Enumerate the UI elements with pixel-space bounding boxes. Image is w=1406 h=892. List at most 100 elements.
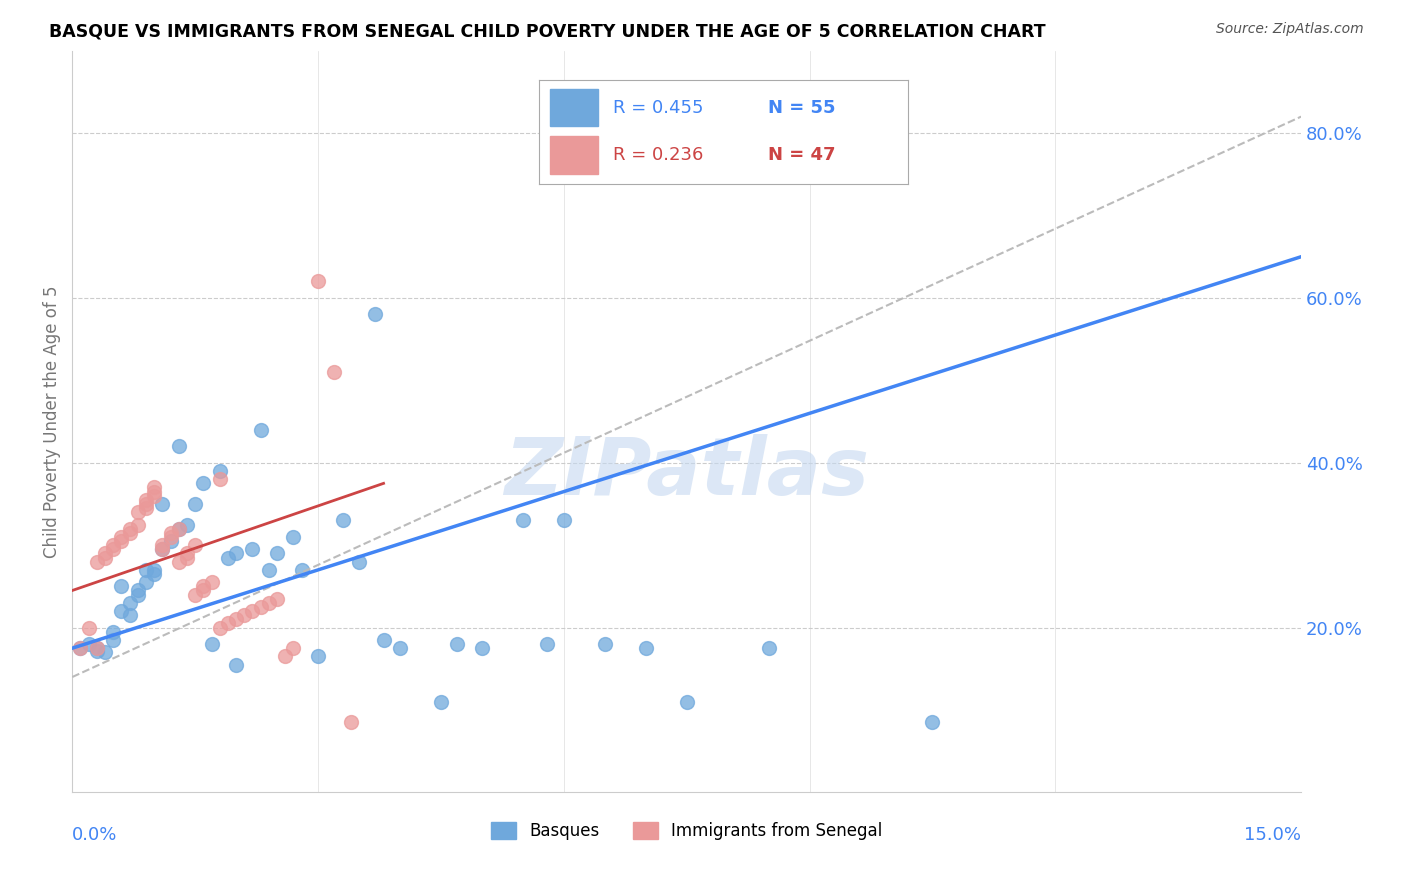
Point — [159, 530, 181, 544]
Point — [167, 439, 190, 453]
Point — [373, 632, 395, 647]
Point — [283, 641, 305, 656]
Point — [332, 513, 354, 527]
Point — [176, 546, 198, 560]
Point — [274, 649, 297, 664]
Point — [323, 365, 346, 379]
Text: BASQUE VS IMMIGRANTS FROM SENEGAL CHILD POVERTY UNDER THE AGE OF 5 CORRELATION C: BASQUE VS IMMIGRANTS FROM SENEGAL CHILD … — [49, 22, 1046, 40]
Text: Source: ZipAtlas.com: Source: ZipAtlas.com — [1216, 22, 1364, 37]
Point — [143, 563, 166, 577]
Point — [150, 542, 173, 557]
Y-axis label: Child Poverty Under the Age of 5: Child Poverty Under the Age of 5 — [44, 285, 60, 558]
Point — [200, 575, 222, 590]
Point — [159, 534, 181, 549]
Point — [150, 497, 173, 511]
Point — [307, 649, 329, 664]
Point — [283, 530, 305, 544]
Point — [86, 641, 108, 656]
Point — [159, 525, 181, 540]
Point — [143, 567, 166, 582]
Point — [86, 641, 108, 656]
Point — [135, 492, 157, 507]
Point — [127, 583, 149, 598]
Point — [77, 621, 100, 635]
Point — [176, 517, 198, 532]
Point — [110, 534, 132, 549]
Point — [257, 563, 280, 577]
Point — [127, 517, 149, 532]
Point — [217, 616, 239, 631]
Point — [69, 641, 91, 656]
Point — [135, 497, 157, 511]
Point — [471, 641, 494, 656]
Point — [249, 599, 271, 614]
Point — [512, 513, 534, 527]
Point — [553, 513, 575, 527]
Point — [225, 657, 247, 672]
Point — [110, 530, 132, 544]
Point — [257, 596, 280, 610]
Point — [208, 621, 231, 635]
Point — [307, 275, 329, 289]
Point — [634, 641, 657, 656]
Point — [127, 588, 149, 602]
Point — [167, 555, 190, 569]
Point — [167, 522, 190, 536]
Point — [193, 583, 215, 598]
Point — [77, 637, 100, 651]
Point — [225, 612, 247, 626]
Point — [242, 604, 264, 618]
Text: ZIPatlas: ZIPatlas — [505, 434, 869, 513]
Text: 15.0%: 15.0% — [1244, 826, 1301, 844]
Point — [110, 579, 132, 593]
Point — [143, 480, 166, 494]
Point — [103, 624, 125, 639]
Legend: Basques, Immigrants from Senegal: Basques, Immigrants from Senegal — [491, 822, 883, 839]
Point — [150, 542, 173, 557]
Point — [103, 632, 125, 647]
Point — [193, 476, 215, 491]
Point — [217, 550, 239, 565]
Point — [103, 542, 125, 557]
Point — [200, 637, 222, 651]
Point — [291, 563, 314, 577]
Point — [717, 110, 740, 124]
Point — [86, 643, 108, 657]
Point — [225, 546, 247, 560]
Point — [135, 501, 157, 516]
Point — [388, 641, 411, 656]
Point — [69, 641, 91, 656]
Point — [675, 695, 697, 709]
Point — [135, 563, 157, 577]
Point — [266, 546, 288, 560]
Point — [118, 608, 141, 623]
Point — [143, 489, 166, 503]
Point — [339, 715, 361, 730]
Point — [921, 715, 943, 730]
Point — [184, 497, 207, 511]
Point — [86, 555, 108, 569]
Point — [118, 522, 141, 536]
Point — [193, 579, 215, 593]
Point — [347, 555, 370, 569]
Text: 0.0%: 0.0% — [72, 826, 118, 844]
Point — [242, 542, 264, 557]
Point — [167, 522, 190, 536]
Point — [758, 641, 780, 656]
Point — [150, 538, 173, 552]
Point — [94, 550, 117, 565]
Point — [94, 645, 117, 659]
Point — [143, 484, 166, 499]
Point — [266, 591, 288, 606]
Point — [94, 546, 117, 560]
Point — [593, 637, 616, 651]
Point — [135, 575, 157, 590]
Point — [118, 525, 141, 540]
Point — [208, 464, 231, 478]
Point — [184, 588, 207, 602]
Point — [880, 110, 903, 124]
Point — [233, 608, 256, 623]
Point — [364, 307, 387, 321]
Point — [184, 538, 207, 552]
Point — [118, 596, 141, 610]
